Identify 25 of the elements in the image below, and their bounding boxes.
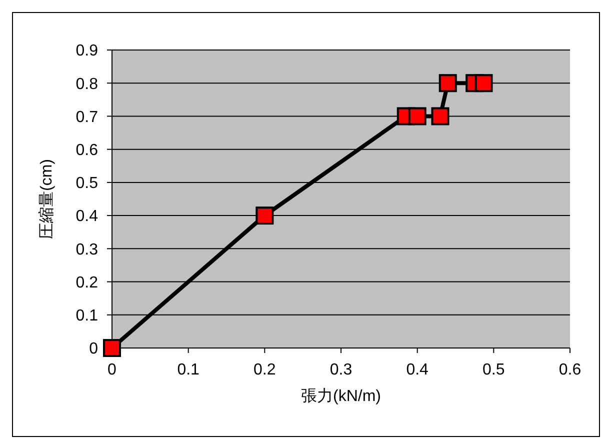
point bbox=[103, 339, 121, 357]
x-tick-label: 0.6 bbox=[558, 361, 582, 378]
y-tick-label: 0.3 bbox=[76, 241, 98, 258]
x-tick-label: 0 bbox=[108, 361, 117, 378]
x-tick-label: 0.2 bbox=[254, 361, 276, 378]
point bbox=[431, 107, 450, 126]
x-tick-label: 0.1 bbox=[177, 361, 200, 378]
point bbox=[438, 74, 457, 92]
point bbox=[256, 206, 274, 225]
point bbox=[408, 107, 426, 126]
y-tick-label: 0.5 bbox=[76, 175, 98, 192]
y-tick-label: 0.2 bbox=[76, 274, 98, 292]
y-tick-label: 0.6 bbox=[76, 142, 98, 160]
y-tick-label: 0.1 bbox=[76, 308, 98, 325]
y-axis-title: 圧縮量(cm) bbox=[38, 159, 56, 239]
y-tick-label: 0.4 bbox=[76, 208, 98, 226]
y-tick-label: 0.7 bbox=[76, 108, 98, 126]
y-tick-label: 0 bbox=[89, 340, 98, 358]
x-tick-label: 0.5 bbox=[482, 361, 505, 378]
x-tick-label: 0.3 bbox=[330, 361, 352, 378]
y-tick-label: 0.9 bbox=[76, 42, 98, 60]
x-tick-label: 0.4 bbox=[406, 361, 429, 378]
point bbox=[474, 74, 493, 92]
y-tick-label: 0.8 bbox=[76, 76, 98, 93]
x-axis-title: 張力(kN/m) bbox=[301, 387, 381, 405]
